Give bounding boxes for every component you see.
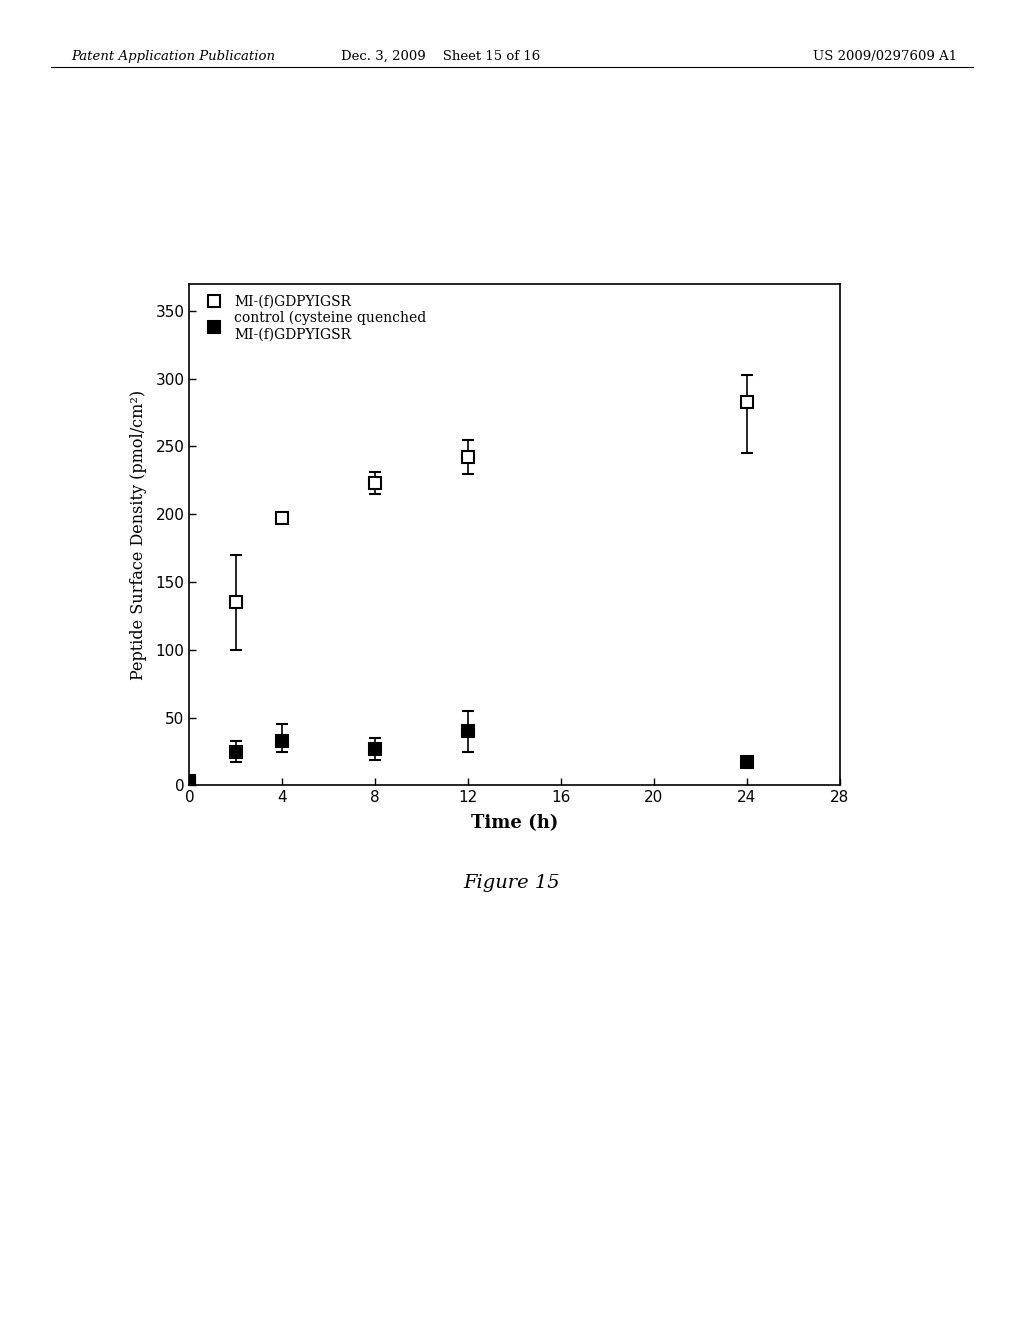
Legend: MI-(f)GDPYIGSR, control (cysteine quenched
MI-(f)GDPYIGSR: MI-(f)GDPYIGSR, control (cysteine quench…	[195, 289, 432, 347]
Text: Figure 15: Figure 15	[464, 874, 560, 892]
Text: Dec. 3, 2009    Sheet 15 of 16: Dec. 3, 2009 Sheet 15 of 16	[341, 50, 540, 63]
Y-axis label: Peptide Surface Density (pmol/cm²): Peptide Surface Density (pmol/cm²)	[130, 389, 147, 680]
Text: US 2009/0297609 A1: US 2009/0297609 A1	[813, 50, 957, 63]
Text: Patent Application Publication: Patent Application Publication	[72, 50, 275, 63]
X-axis label: Time (h): Time (h)	[471, 813, 558, 832]
